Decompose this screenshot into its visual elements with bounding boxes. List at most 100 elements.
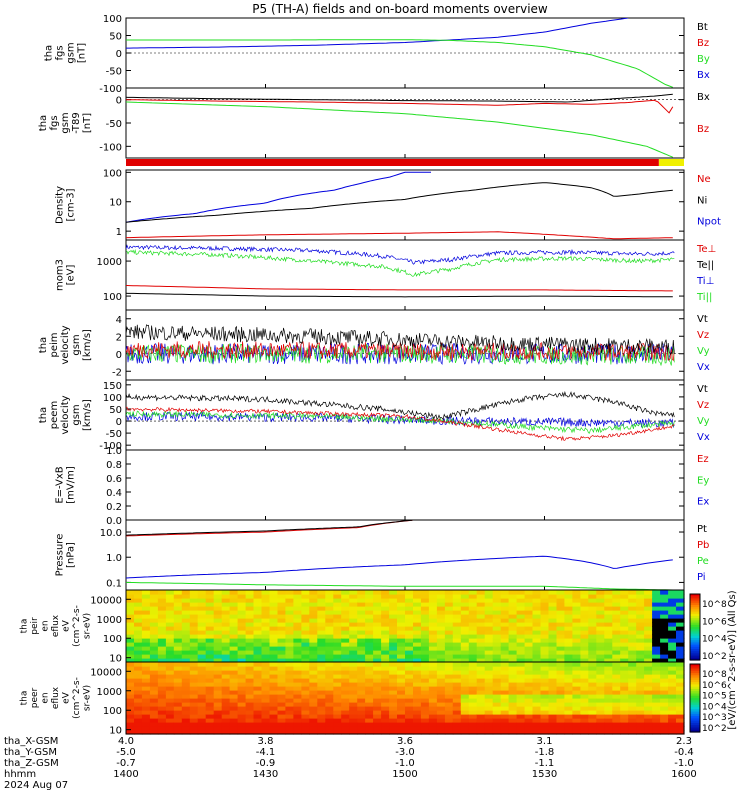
spectrogram-cell [317, 638, 326, 643]
spectrogram-cell [365, 666, 374, 671]
spectrogram-cell [277, 706, 287, 711]
series-black-line [126, 93, 673, 103]
colorbar-tick: 10^5 [702, 692, 727, 702]
spectrogram-cell [580, 706, 589, 711]
spectrogram-cell [436, 594, 446, 599]
spectrogram-cell [628, 626, 637, 631]
spectrogram-cell [141, 706, 151, 711]
spectrogram-cell [349, 654, 358, 659]
spectrogram-cell [660, 626, 669, 631]
spectrogram-cell [134, 638, 143, 643]
spectrogram-cell [173, 702, 183, 707]
spectrogram-cell [468, 626, 478, 631]
series-red-line [126, 285, 673, 292]
spectrogram-cell [540, 650, 550, 655]
y-tick-label: 100 [103, 14, 122, 25]
spectrogram-cell [628, 634, 637, 639]
spectrogram-cell [325, 678, 334, 683]
spectrogram-cell [157, 702, 167, 707]
spectrogram-cell [261, 714, 271, 719]
spectrogram-cell [309, 714, 318, 719]
spectrogram-cell [668, 662, 677, 667]
spectrogram-cell [508, 730, 518, 735]
spectrogram-cell [269, 686, 279, 691]
spectrogram-cell [588, 610, 597, 615]
spectrogram-cell [397, 698, 406, 703]
spectrogram-cell [325, 646, 334, 651]
spectrogram-cell [277, 594, 287, 599]
spectrogram-cell [213, 698, 223, 703]
spectrogram-cell [476, 674, 486, 679]
spectrogram-cell [141, 638, 151, 643]
spectrogram-cell [365, 722, 374, 727]
spectrogram-cell [588, 718, 597, 723]
spectrogram-cell [325, 606, 334, 611]
spectrogram-cell [245, 634, 255, 639]
spectrogram-cell [189, 634, 199, 639]
spectrogram-cell [548, 606, 558, 611]
spectrogram-cell [229, 650, 239, 655]
spectrogram-cell [668, 682, 677, 687]
y-axis-label: fgs [55, 45, 66, 60]
spectrogram-cell [460, 622, 470, 627]
spectrogram-cell [405, 626, 414, 631]
spectrogram-cell [588, 710, 597, 715]
spectrogram-cell [325, 650, 334, 655]
spectrogram-cell [365, 630, 374, 635]
y-tick-label: 10000 [90, 595, 122, 606]
spectrogram-cell [141, 646, 151, 651]
colorbar-cell [690, 598, 700, 602]
spectrogram-cell [492, 722, 502, 727]
spectrogram-cell [468, 598, 478, 603]
spectrogram-cell [460, 678, 470, 683]
spectrogram-cell [309, 598, 318, 603]
spectrogram-cell [492, 638, 502, 643]
spectrogram-cell [508, 630, 518, 635]
spectrogram-cell [628, 706, 637, 711]
spectrogram-cell [524, 634, 534, 639]
spectrogram-cell [620, 702, 629, 707]
spectrogram-cell [189, 690, 199, 695]
spectrogram-cell [165, 714, 175, 719]
spectrogram-cell [436, 722, 446, 727]
spectrogram-cell [213, 634, 223, 639]
spectrogram-cell [444, 638, 454, 643]
spectrogram-cell [620, 718, 629, 723]
spectrogram-cell [516, 682, 526, 687]
spectrogram-cell [181, 686, 191, 691]
spectrogram-cell [420, 678, 430, 683]
spectrogram-cell [572, 730, 581, 735]
legend-by: By [697, 54, 710, 65]
spectrogram-cell [197, 638, 207, 643]
spectrogram-cell [524, 622, 534, 627]
spectrogram-cell [405, 606, 414, 611]
spectrogram-cell [333, 634, 342, 639]
spectrogram-cell [325, 614, 334, 619]
spectrogram-cell [293, 610, 302, 615]
spectrogram-cell [476, 722, 486, 727]
spectrogram-cell [468, 618, 478, 623]
spectrogram-cell [428, 702, 438, 707]
spectrogram-cell [269, 698, 279, 703]
spectrogram-cell [620, 622, 629, 627]
spectrogram-cell [293, 622, 302, 627]
spectrogram-cell [333, 694, 342, 699]
spectrogram-cell [620, 606, 629, 611]
spectrogram-cell [189, 642, 199, 647]
spectrogram-cell [237, 658, 247, 663]
spectrogram-cell [436, 602, 446, 607]
colorbar-tick: 10^8 [702, 670, 727, 680]
spectrogram-cell [317, 594, 326, 599]
spectrogram-cell [468, 606, 478, 611]
spectrogram-cell [229, 634, 239, 639]
spectrogram-cell [245, 662, 255, 667]
spectrogram-cell [652, 642, 661, 647]
spectrogram-cell [628, 618, 637, 623]
spectrogram-cell [420, 714, 430, 719]
spectrogram-cell [652, 718, 661, 723]
spectrogram-cell [572, 674, 581, 679]
spectrogram-cell [580, 670, 589, 675]
colorbar-cell [690, 653, 700, 657]
spectrogram-cell [285, 666, 294, 671]
spectrogram-cell [237, 594, 247, 599]
